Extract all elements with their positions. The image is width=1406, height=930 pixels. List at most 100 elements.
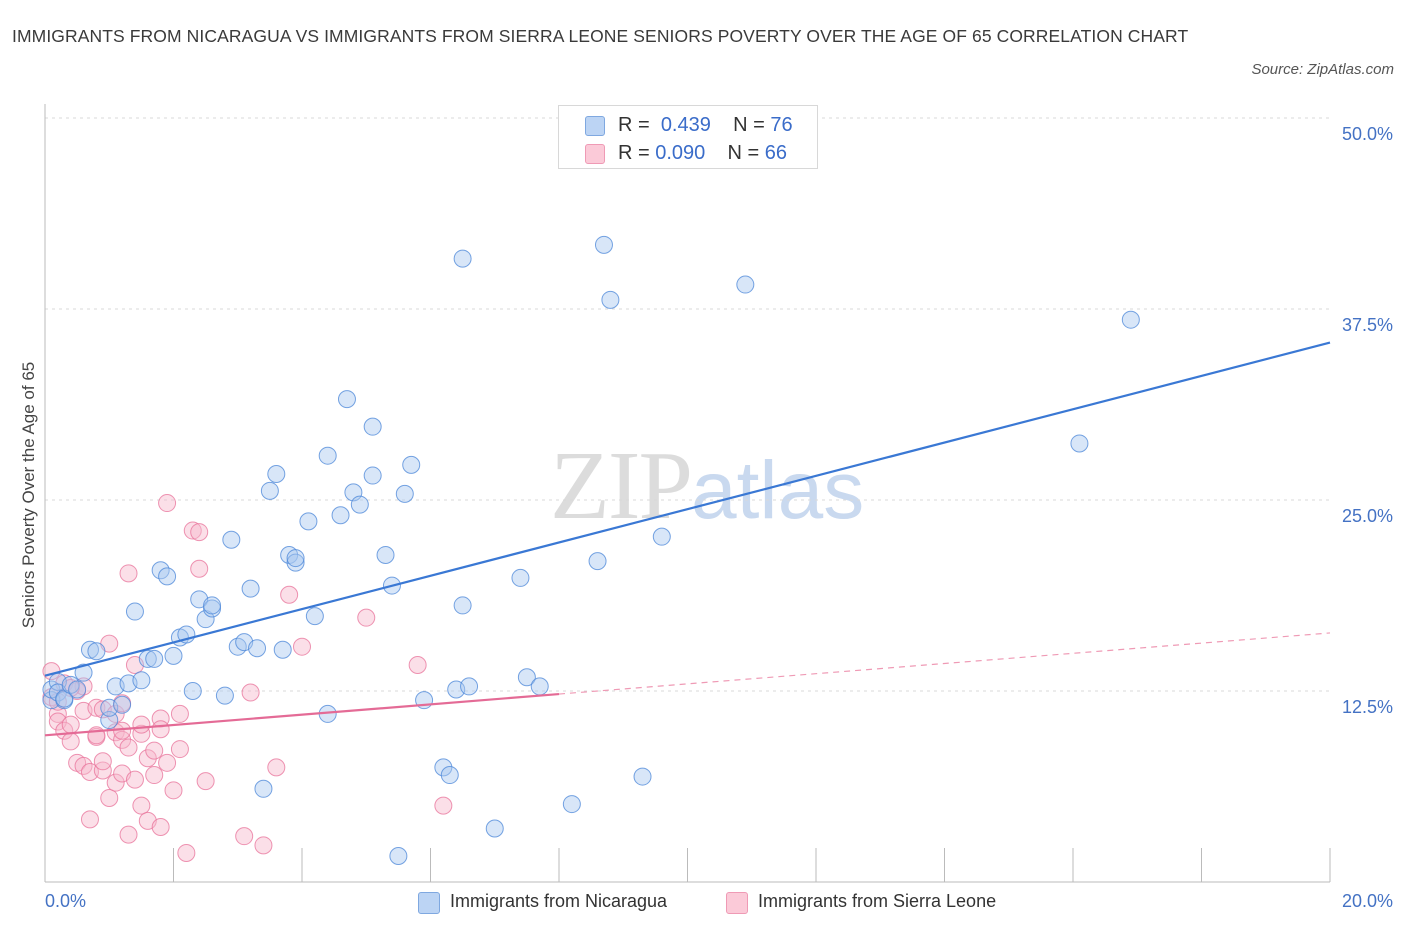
sierra-leone-point xyxy=(80,810,99,829)
y-tick-label: 12.5% xyxy=(1342,697,1393,717)
nicaragua-point xyxy=(530,677,549,696)
nicaragua-point xyxy=(588,552,607,571)
sierra-leone-point xyxy=(151,720,170,739)
legend-r-label: R = xyxy=(618,114,650,136)
sierra-leone-point xyxy=(241,683,260,702)
y-tick-label: 37.5% xyxy=(1342,315,1393,335)
sierra-leone-trend-line xyxy=(44,692,560,737)
sierra-leone-point xyxy=(190,523,209,542)
sierra-leone-point xyxy=(164,781,183,800)
nicaragua-trend-line xyxy=(44,341,1331,677)
bottom-legend-swatch-nicaragua xyxy=(418,892,440,914)
sierra-leone-point xyxy=(119,738,138,757)
watermark-zip: ZIP xyxy=(550,432,693,540)
nicaragua-point xyxy=(100,711,119,730)
nicaragua-point xyxy=(241,579,260,598)
nicaragua-point xyxy=(350,495,369,514)
nicaragua-point xyxy=(633,767,652,786)
chart-title: IMMIGRANTS FROM NICARAGUA VS IMMIGRANTS … xyxy=(12,26,1189,46)
bottom-legend-swatch-sierra-leone xyxy=(726,892,748,914)
sierra-leone-point xyxy=(132,724,151,743)
nicaragua-point xyxy=(260,481,279,500)
nicaragua-point xyxy=(331,506,350,525)
nicaragua-point xyxy=(254,779,273,798)
nicaragua-point xyxy=(164,646,183,665)
nicaragua-point xyxy=(402,455,421,474)
x-tick-label: 0.0% xyxy=(45,891,86,911)
sierra-leone-point xyxy=(138,749,157,768)
nicaragua-point xyxy=(273,640,292,659)
chart-source: Source: ZipAtlas.com xyxy=(1251,61,1394,78)
sierra-leone-point xyxy=(145,766,164,785)
tick-labels: 12.5% 25.0% 37.5% 50.0% 0.0% 20.0% xyxy=(45,124,1393,911)
legend-n-label: N = xyxy=(733,114,765,136)
sierra-leone-point xyxy=(145,741,164,760)
nicaragua-point xyxy=(61,675,80,694)
sierra-leone-point xyxy=(80,762,99,781)
nicaragua-point xyxy=(158,567,177,586)
nicaragua-point xyxy=(363,417,382,436)
sierra-leone-point xyxy=(125,770,144,789)
nicaragua-point xyxy=(222,530,241,549)
nicaragua-point xyxy=(215,686,234,705)
nicaragua-point xyxy=(68,680,87,699)
y-tick-label: 25.0% xyxy=(1342,506,1393,526)
nicaragua-point xyxy=(594,235,613,254)
nicaragua-point xyxy=(562,795,581,814)
nicaragua-point xyxy=(460,677,479,696)
sierra-leone-point xyxy=(434,796,453,815)
sierra-leone-point xyxy=(408,656,427,675)
nicaragua-point xyxy=(440,766,459,785)
nicaragua-point xyxy=(1121,310,1140,329)
sierra-leone-point xyxy=(132,715,151,734)
sierra-leone-point xyxy=(93,761,112,780)
sierra-leone-point xyxy=(151,817,170,836)
legend-n-value: 76 xyxy=(770,114,793,136)
nicaragua-point xyxy=(248,639,267,658)
sierra-leone-point xyxy=(280,585,299,604)
sierra-leone-point xyxy=(235,827,254,846)
nicaragua-point xyxy=(125,602,144,621)
nicaragua-point xyxy=(267,465,286,484)
nicaragua-point xyxy=(286,553,305,572)
nicaragua-point xyxy=(318,446,337,465)
sierra-leone-trend-extension xyxy=(558,632,1331,695)
nicaragua-point xyxy=(113,695,132,714)
sierra-leone-point xyxy=(254,836,273,855)
sierra-leone-point xyxy=(61,715,80,734)
nicaragua-point xyxy=(74,663,93,682)
nicaragua-point xyxy=(485,819,504,838)
nicaragua-point xyxy=(132,671,151,690)
nicaragua-point xyxy=(453,596,472,615)
sierra-leone-points xyxy=(42,494,453,862)
nicaragua-point xyxy=(389,847,408,866)
x-tick-label: 20.0% xyxy=(1342,891,1393,911)
nicaragua-point xyxy=(434,758,453,777)
nicaragua-point xyxy=(299,512,318,531)
nicaragua-point xyxy=(376,546,395,565)
axes xyxy=(44,104,1331,883)
nicaragua-point xyxy=(736,275,755,294)
sierra-leone-point xyxy=(183,521,202,540)
sierra-leone-point xyxy=(132,796,151,815)
sierra-leone-point xyxy=(87,726,106,745)
sierra-leone-point xyxy=(106,773,125,792)
legend: R = 0.439 N = 76 R = 0.090 N = 66 xyxy=(558,105,818,169)
trend-lines xyxy=(44,341,1331,737)
bottom-legend-label-nicaragua: Immigrants from Nicaragua xyxy=(450,891,668,911)
sierra-leone-point xyxy=(170,740,189,759)
sierra-leone-point xyxy=(196,772,215,791)
legend-swatch-sierra-leone xyxy=(585,144,605,164)
nicaragua-point xyxy=(363,466,382,485)
nicaragua-point xyxy=(87,642,106,661)
grid-lines xyxy=(45,117,1330,692)
nicaragua-point xyxy=(145,649,164,668)
legend-swatch-nicaragua xyxy=(585,116,605,136)
sierra-leone-point xyxy=(267,758,286,777)
watermark: ZIPatlas xyxy=(550,430,864,542)
sierra-leone-point xyxy=(177,843,196,862)
sierra-leone-point xyxy=(293,637,311,656)
legend-n-label: N = xyxy=(727,142,760,164)
nicaragua-point xyxy=(337,390,356,409)
